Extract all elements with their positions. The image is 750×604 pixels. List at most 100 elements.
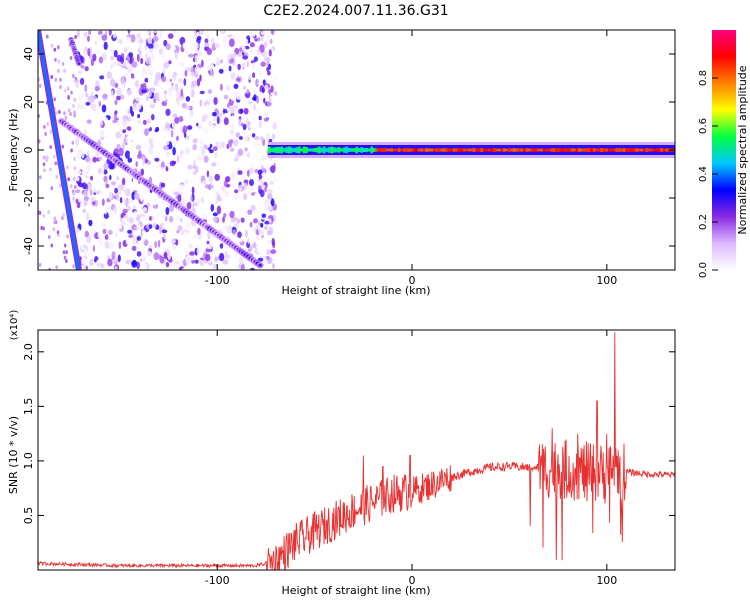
heatmap-speckle (127, 45, 130, 50)
heatmap-speckle (267, 240, 271, 245)
heatmap-speckle (252, 196, 256, 202)
heatmap-carrier-core (517, 148, 521, 152)
heatmap-speckle (261, 87, 265, 94)
heatmap-speckle (115, 131, 122, 139)
heatmap-speckle (156, 166, 162, 173)
heatmap-carrier-core (387, 148, 391, 152)
heatmap-speckle (122, 129, 127, 134)
heatmap-speckle (142, 119, 147, 125)
heatmap-speckle (193, 234, 196, 239)
heatmap-speckle (53, 216, 57, 221)
heatmap-speckle (73, 166, 77, 171)
heatmap-speckle (73, 113, 76, 118)
heatmap-speckle (53, 47, 57, 52)
heatmap-speckle (197, 50, 203, 57)
heatmap-speckle (148, 137, 154, 145)
heatmap-speckle (130, 147, 135, 153)
heatmap-carrier-core (420, 148, 423, 152)
heatmap-speckle (189, 251, 195, 256)
heatmap-speckle (223, 42, 228, 49)
heatmap-speckle (242, 185, 245, 191)
heatmap-speckle (63, 111, 66, 116)
heatmap-speckle (101, 167, 105, 175)
heatmap-speckle (151, 75, 156, 84)
heatmap-speckle (154, 232, 159, 240)
heatmap-speckle (243, 136, 249, 143)
heatmap-speckle (145, 256, 151, 262)
heatmap-speckle (172, 243, 177, 250)
heatmap-speckle (268, 218, 272, 224)
heatmap-speckle (235, 92, 242, 101)
heatmap-speckle (95, 49, 102, 55)
heatmap-speckle (206, 141, 211, 148)
heatmap-speckle (147, 250, 152, 257)
heatmap-speckle (63, 243, 67, 248)
heatmap-speckle (165, 108, 171, 117)
heatmap-carrier-core (590, 148, 593, 152)
heatmap-speckle (143, 239, 149, 246)
heatmap-carrier-core (592, 148, 596, 152)
heatmap-speckle (264, 199, 269, 204)
heatmap-speckle (85, 212, 90, 221)
heatmap-speckle (108, 191, 113, 201)
heatmap-speckle (94, 86, 100, 92)
heatmap-speckle (90, 164, 96, 170)
heatmap-speckle (202, 213, 208, 222)
heatmap-carrier-core (435, 148, 438, 152)
heatmap-speckle (253, 136, 260, 140)
heatmap-carrier-core (510, 148, 513, 152)
heatmap-carrier-core (460, 148, 463, 152)
heatmap-speckle (104, 240, 110, 249)
heatmap-speckle (141, 140, 145, 144)
heatmap-speckle (200, 30, 204, 35)
heatmap-speckle (260, 61, 266, 67)
heatmap-speckle (156, 97, 160, 102)
heatmap-carrier-core (302, 146, 306, 154)
heatmap-speckle (70, 148, 73, 153)
y-tick-label: 0 (22, 147, 35, 154)
heatmap-speckle (206, 240, 210, 245)
heatmap-carrier-core (452, 148, 456, 152)
heatmap-speckle (258, 220, 261, 226)
heatmap-speckle (109, 79, 116, 87)
heatmap-speckle (100, 120, 104, 126)
heatmap-carrier-core (547, 148, 551, 152)
heatmap-speckle (140, 194, 144, 202)
heatmap-speckle (139, 258, 143, 263)
heatmap-speckle (148, 43, 154, 50)
heatmap-speckle (124, 199, 129, 208)
heatmap-carrier-core (300, 148, 303, 152)
heatmap-speckle (178, 61, 185, 68)
heatmap-speckle (98, 156, 103, 161)
heatmap-carrier-core (335, 147, 338, 153)
x-tick-label: 0 (409, 274, 416, 287)
heatmap-speckle (180, 88, 184, 97)
heatmap-speckle (243, 107, 249, 115)
heatmap-speckle (176, 155, 180, 163)
heatmap-speckle (212, 111, 217, 117)
heatmap-speckle (88, 30, 92, 36)
heatmap-speckle (253, 141, 260, 146)
heatmap-speckle (119, 197, 123, 204)
heatmap-speckle (261, 156, 268, 161)
heatmap-carrier-core (282, 148, 286, 152)
snr-scale-label: (x10⁴) (9, 310, 20, 341)
heatmap-carrier-core (622, 148, 626, 152)
heatmap-speckle (141, 216, 147, 222)
heatmap-speckle (191, 186, 195, 195)
heatmap-speckle (251, 46, 258, 55)
heatmap-speckle (100, 190, 105, 198)
heatmap-carrier-core (625, 148, 628, 152)
heatmap-speckle (263, 160, 267, 168)
heatmap-speckle (160, 86, 165, 91)
heatmap-speckle (122, 208, 128, 214)
heatmap-speckle (253, 218, 258, 224)
heatmap-speckle (172, 74, 176, 82)
heatmap-speckle (268, 215, 274, 220)
heatmap-speckle (130, 43, 135, 49)
heatmap-carrier-core (490, 148, 493, 152)
heatmap-speckle (172, 46, 176, 51)
heatmap-speckle (173, 263, 179, 269)
heatmap-speckle (187, 164, 193, 170)
heatmap-speckle (134, 73, 137, 79)
